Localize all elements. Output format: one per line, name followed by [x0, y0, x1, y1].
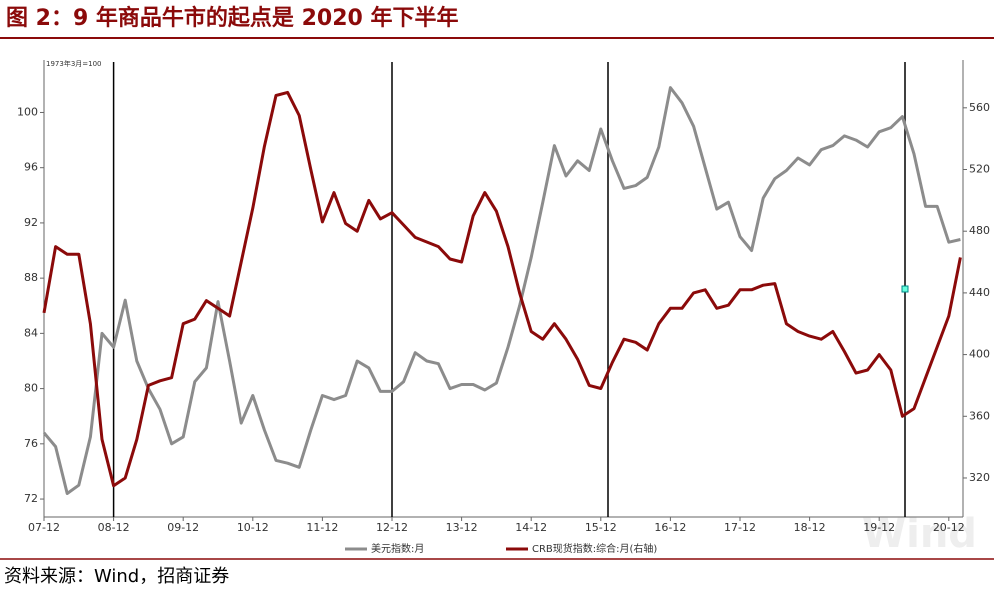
y-tick-label: 76: [24, 437, 38, 450]
x-tick-label: 08-12: [98, 521, 130, 534]
series-line: [42, 90, 962, 488]
x-tick-label: 17-12: [724, 521, 756, 534]
x-tick-label: 10-12: [237, 521, 269, 534]
y2-tick-label: 320: [969, 471, 990, 484]
y2-tick-label: 480: [969, 224, 990, 237]
y2-tick-label: 560: [969, 101, 990, 114]
legend-label: 美元指数:月: [371, 542, 424, 555]
legend-label: CRB现货指数:综合:月(右轴): [532, 542, 657, 555]
chart-title: 图 2：9 年商品牛市的起点是 2020 年下半年: [6, 5, 458, 31]
y-tick-label: 88: [24, 271, 38, 284]
x-tick-label: 11-12: [306, 521, 338, 534]
x-tick-label: 14-12: [515, 521, 547, 534]
x-tick-label: 13-12: [446, 521, 478, 534]
marker-point: [901, 285, 909, 293]
y-tick-label: 100: [17, 105, 38, 118]
watermark: Wind: [862, 511, 977, 557]
x-tick-label: 07-12: [28, 521, 60, 534]
x-tick-label: 20-12: [933, 521, 965, 534]
series-line: [42, 86, 961, 495]
x-tick-label: 19-12: [863, 521, 895, 534]
y-tick-label: 96: [24, 161, 38, 174]
y2-tick-label: 520: [969, 163, 990, 176]
x-tick-label: 12-12: [376, 521, 408, 534]
y2-tick-label: 360: [969, 409, 990, 422]
y2-tick-label: 440: [969, 286, 990, 299]
y-tick-label: 84: [24, 326, 38, 339]
x-tick-label: 15-12: [585, 521, 617, 534]
y-tick-label: 80: [24, 382, 38, 395]
y2-tick-label: 400: [969, 348, 990, 361]
y-tick-label: 72: [24, 492, 38, 505]
y-tick-label: 92: [24, 216, 38, 229]
source: 资料来源：Wind，招商证券: [4, 566, 229, 587]
x-tick-label: 09-12: [167, 521, 199, 534]
y-note: 1973年3月=100: [46, 59, 102, 68]
x-tick-label: 18-12: [794, 521, 826, 534]
x-tick-label: 16-12: [654, 521, 686, 534]
